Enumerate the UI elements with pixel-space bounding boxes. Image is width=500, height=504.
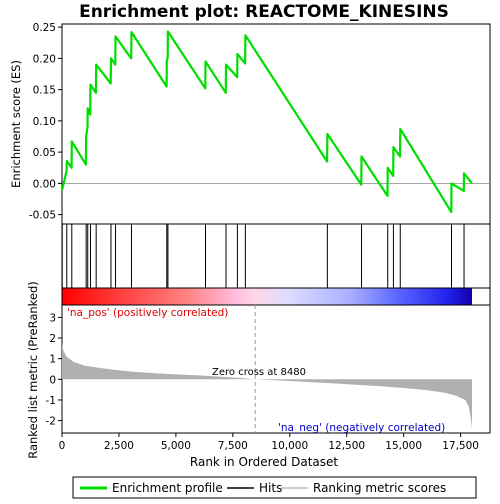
x-tick-label: 15,000	[385, 440, 422, 452]
x-tick-label: 7,500	[218, 440, 248, 452]
es-panel-frame	[61, 23, 491, 225]
zero-cross-label: Zero cross at 8480	[212, 367, 306, 378]
ranking-metric-area	[62, 344, 472, 429]
x-axis-label: Rank in Ordered Dataset	[190, 455, 338, 469]
x-tick-label: 10,000	[271, 440, 308, 452]
es-y-tick-label: 0.00	[33, 178, 56, 190]
es-y-tick-label: 0.15	[33, 85, 56, 97]
es-y-axis-label: Enrichment score (ES)	[9, 60, 23, 188]
es-y-tick-label: 0.10	[33, 116, 56, 128]
pos-correlation-label: 'na_pos' (positively correlated)	[67, 307, 228, 319]
x-tick-label: 12,500	[328, 440, 365, 452]
legend-hits-label: Hits	[259, 481, 282, 495]
metric-y-tick-label: 3	[49, 312, 56, 324]
enrichment-profile-line	[60, 30, 473, 214]
chart-title: Enrichment plot: REACTOME_KINESINS	[79, 2, 449, 22]
x-tick-label: 2,500	[104, 440, 134, 452]
metric-y-tick-label: 2	[49, 333, 56, 345]
x-tick-label: 0	[59, 440, 66, 452]
metric-y-tick-label: 0	[49, 374, 56, 386]
rank-color-band	[62, 288, 472, 305]
metric-y-tick-label: -2	[46, 416, 56, 428]
legend-enrichment-label: Enrichment profile	[112, 481, 223, 495]
metric-panel-frame	[61, 304, 491, 434]
es-y-tick-label: -0.05	[29, 210, 56, 222]
legend-box	[72, 476, 477, 499]
es-y-tick-label: 0.05	[33, 147, 56, 159]
metric-y-axis-label: Ranked list metric (PreRanked)	[26, 281, 40, 459]
metric-y-tick-label: -1	[46, 395, 56, 407]
legend-metric-label: Ranking metric scores	[313, 481, 446, 495]
neg-correlation-label: 'na_neg' (negatively correlated)	[278, 422, 445, 434]
hits-panel-frame	[61, 223, 491, 289]
metric-y-tick-label: 1	[49, 354, 56, 366]
x-tick-label: 17,500	[442, 440, 479, 452]
es-y-tick-label: 0.20	[33, 53, 56, 65]
x-tick-label: 5,000	[161, 440, 191, 452]
es-y-tick-label: 0.25	[33, 22, 56, 34]
